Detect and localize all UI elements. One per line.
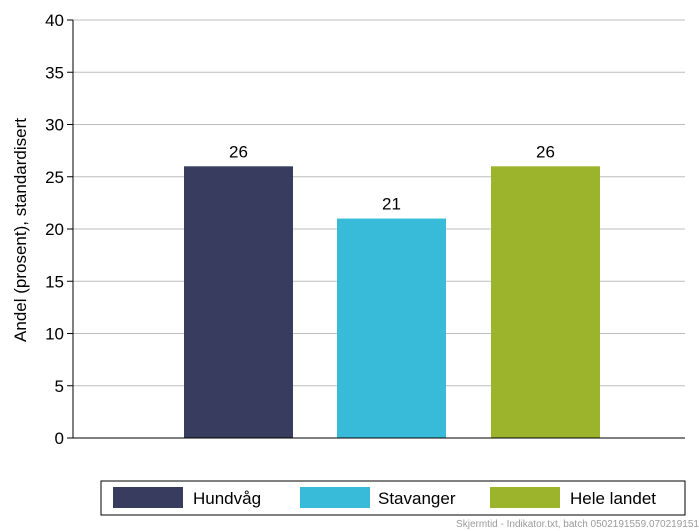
footer-source: Skjermtid - Indikator.txt, batch 0502191… <box>456 519 699 530</box>
legend-swatch <box>300 487 370 508</box>
legend-label: Hele landet <box>570 489 656 508</box>
y-tick-label: 0 <box>55 429 64 448</box>
legend-label: Hundvåg <box>193 489 261 508</box>
y-tick-label: 15 <box>45 272 64 291</box>
data-label: 21 <box>382 195 401 214</box>
data-label: 26 <box>536 142 555 161</box>
y-tick-label: 10 <box>45 325 64 344</box>
y-tick-label: 35 <box>45 63 64 82</box>
bar-hundvåg <box>184 166 293 439</box>
legend-label: Stavanger <box>378 489 456 508</box>
y-tick-label: 20 <box>45 220 64 239</box>
data-labels: 26 21 26 <box>229 142 555 213</box>
y-tick-label: 30 <box>45 116 64 135</box>
bar-hele-landet <box>491 166 600 439</box>
legend-box <box>100 480 686 516</box>
legend-swatch <box>113 487 183 508</box>
legend-swatch <box>490 487 560 508</box>
y-tick-label: 25 <box>45 168 64 187</box>
y-axis-label: Andel (prosent), standardisert <box>11 118 30 342</box>
data-label: 26 <box>229 142 248 161</box>
y-axis-ticks: 0 5 10 15 20 25 30 35 40 <box>45 11 73 448</box>
legend: Hundvåg Stavanger Hele landet <box>100 480 686 516</box>
bars <box>184 166 600 439</box>
y-tick-label: 5 <box>55 377 64 396</box>
y-tick-label: 40 <box>45 11 64 30</box>
bar-stavanger <box>337 218 446 438</box>
